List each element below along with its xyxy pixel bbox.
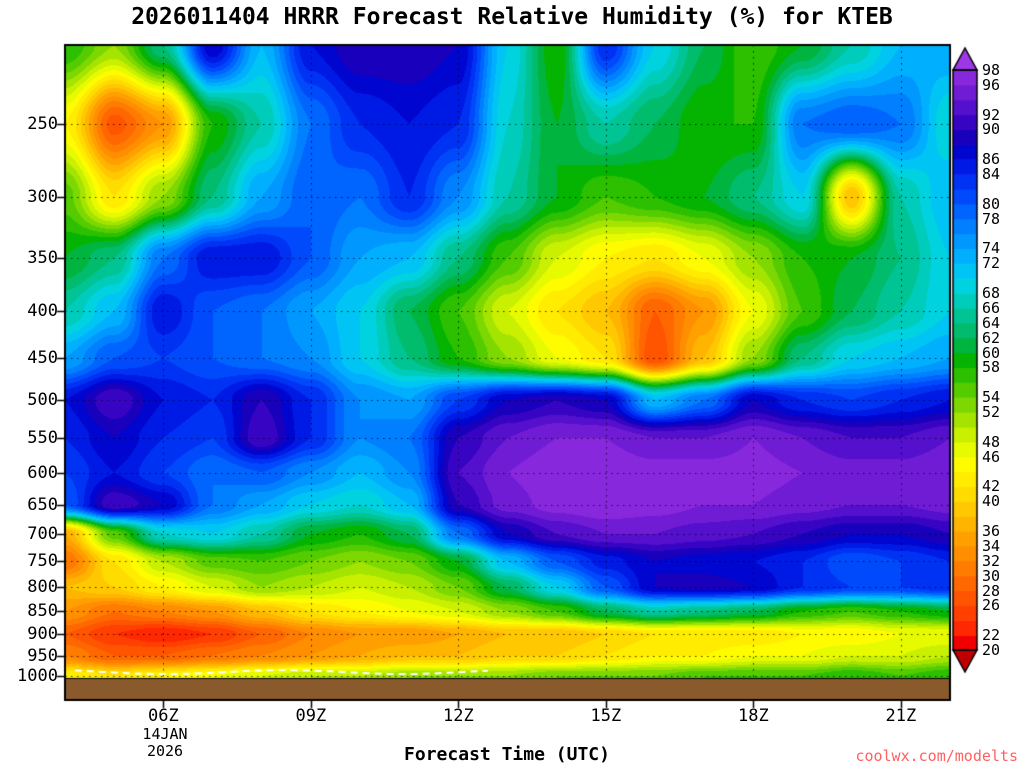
y-axis-tick-label: 550	[27, 427, 58, 448]
colorbar-tick-label: 58	[982, 358, 1001, 377]
page-title: 2026011404 HRRR Forecast Relative Humidi…	[131, 4, 893, 30]
x-axis-tick-label: 21Z	[885, 706, 917, 726]
date-label: 14JAN 2026	[123, 726, 207, 760]
colorbar-tick-label: 30	[982, 566, 1001, 585]
y-axis-tick-label: 300	[27, 186, 58, 207]
x-axis-tick-label: 09Z	[295, 706, 327, 726]
colorbar-tick-label: 28	[982, 581, 1001, 600]
y-axis-tick-label: 800	[27, 577, 58, 598]
y-axis-tick-label: 450	[27, 348, 58, 369]
x-axis-tick-label: 15Z	[590, 706, 622, 726]
colorbar-tick-label: 64	[982, 313, 1001, 332]
colorbar-tick-label: 68	[982, 284, 1001, 303]
colorbar-tick-label: 52	[982, 403, 1001, 422]
colorbar-tick-label: 26	[982, 596, 1001, 615]
y-axis-tick-label: 400	[27, 301, 58, 322]
colorbar-tick-label: 48	[982, 432, 1001, 451]
colorbar-tick-label: 40	[982, 492, 1001, 511]
colorbar-tick-label: 86	[982, 150, 1001, 169]
y-axis-tick-label: 750	[27, 551, 58, 572]
colorbar-tick-label: 34	[982, 536, 1001, 555]
colorbar-tick-label: 46	[982, 447, 1001, 466]
colorbar-tick-label: 42	[982, 477, 1001, 496]
colorbar-tick-label: 66	[982, 298, 1001, 317]
colorbar-tick-label: 22	[982, 626, 1001, 645]
colorbar-tick-label: 92	[982, 105, 1001, 124]
colorbar-tick-label: 96	[982, 75, 1001, 94]
colorbar-tick-label: 20	[982, 641, 1001, 659]
y-axis-tick-label: 950	[27, 645, 58, 666]
x-axis-title: Forecast Time (UTC)	[404, 744, 610, 765]
x-axis-tick-label: 12Z	[442, 706, 474, 726]
watermark-link: coolwx.com/modelts	[855, 747, 1018, 765]
colorbar-tick-label: 98	[982, 61, 1001, 79]
y-axis-tick-label: 600	[27, 462, 58, 483]
date-label-line1: 14JAN	[142, 725, 188, 743]
y-axis-tick-label: 850	[27, 601, 58, 622]
date-label-line2: 2026	[146, 742, 184, 760]
x-axis-tick-label: 18Z	[737, 706, 769, 726]
colorbar-tick-label: 74	[982, 239, 1001, 258]
y-axis-tick-label: 900	[27, 624, 58, 645]
colorbar-tick-label: 62	[982, 328, 1001, 347]
colorbar-tick-label: 72	[982, 254, 1001, 273]
colorbar-tick-label: 84	[982, 165, 1001, 184]
y-axis-tick-label: 250	[27, 114, 58, 135]
colorbar-tick-label: 80	[982, 194, 1001, 213]
y-axis-tick-label: 350	[27, 248, 58, 268]
colorbar-tick-label: 32	[982, 551, 1001, 570]
colorbar-tick-label: 60	[982, 343, 1001, 362]
y-axis-tick-label: 500	[27, 390, 58, 411]
y-axis-tick-label: 700	[27, 524, 58, 545]
y-axis-tick-label: 1000	[17, 666, 58, 687]
colorbar-tick-label: 54	[982, 388, 1001, 407]
x-axis-tick-label: 06Z	[147, 706, 179, 726]
colorbar-tick-label: 36	[982, 522, 1001, 541]
y-axis-tick-label: 650	[27, 494, 58, 515]
colorbar-tick-label: 90	[982, 120, 1001, 139]
colorbar-tick-label: 78	[982, 209, 1001, 228]
